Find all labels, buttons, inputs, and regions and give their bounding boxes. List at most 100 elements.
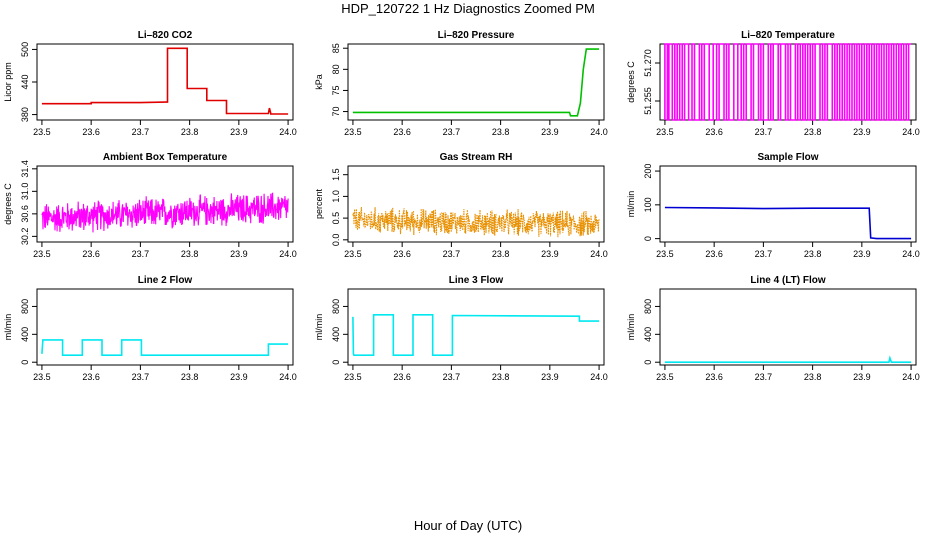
panel-title: Li–820 Temperature [741,30,835,41]
y-axis-label: kPa [314,74,324,90]
x-tick-label: 23.6 [82,249,100,259]
y-axis-label: ml/min [314,314,324,341]
x-tick-label: 23.6 [705,127,723,137]
panel-rh: Gas Stream RH percent 23.5 23.6 23.7 23.8 23.9… [314,152,608,259]
y-tick-label: 0 [331,360,341,365]
y-axis-label: ml/min [626,191,636,218]
panel-frame [36,43,294,121]
series-line [664,43,912,121]
panel-line4: Line 4 (LT) Flow ml/min 23.5 23.6 23.7 23.8 23… [626,275,920,382]
x-tick-label: 23.7 [755,372,773,382]
page-title: HDP_120722 1 Hz Diagnostics Zoomed PM [341,1,595,16]
panel-title: Gas Stream RH [440,152,513,163]
panel-line3: Line 3 Flow ml/min 23.5 23.6 23.7 23.8 23.9 24.… [314,275,608,382]
series-line [352,48,600,117]
y-tick-label: 80 [331,64,341,74]
y-tick-label: 70 [331,107,341,117]
x-tick-label: 23.7 [443,249,461,259]
y-tick-label: 400 [331,327,341,342]
panel-title: Sample Flow [757,152,818,163]
x-tick-label: 23.5 [656,249,674,259]
y-tick-label: 31.4 [20,160,30,178]
series-line [664,206,912,240]
panel-ambient: Ambient Box Temperature degrees C 23.5 23.6… [3,152,297,259]
panel-frame [347,165,605,243]
x-tick-label: 23.9 [230,372,248,382]
panel-title: Li–820 CO2 [138,30,193,41]
x-axis-label: Hour of Day (UTC) [413,518,523,533]
panel-temp820: Li–820 Temperature degrees C 23.5 23.6 23.7 2… [626,30,920,137]
y-axis-label: degrees C [3,183,13,225]
x-tick-label: 23.5 [656,372,674,382]
x-tick-label: 23.8 [492,372,510,382]
y-tick-label: 0 [643,236,653,241]
x-tick-label: 23.5 [656,127,674,137]
y-tick-label: 380 [20,107,30,122]
x-tick-label: 24.0 [279,372,297,382]
panel-title: Line 4 (LT) Flow [750,275,826,286]
panel-frame [659,288,917,366]
x-tick-label: 24.0 [902,127,920,137]
x-tick-label: 23.5 [344,249,362,259]
x-tick-label: 23.8 [181,249,199,259]
x-tick-label: 23.8 [804,249,822,259]
y-tick-label: 400 [643,327,653,342]
x-tick-label: 23.9 [853,249,871,259]
x-tick-label: 24.0 [902,372,920,382]
x-tick-label: 23.6 [393,127,411,137]
y-tick-label: 1.0 [331,190,341,203]
panel-frame [347,288,605,366]
y-tick-label: 51.255 [643,87,653,115]
panel-co2: Li–820 CO2 Licor ppm 23.5 23.6 23.7 23.8 23.9 2… [3,30,297,137]
x-tick-label: 23.6 [393,372,411,382]
x-tick-label: 24.0 [590,127,608,137]
x-tick-label: 23.7 [443,372,461,382]
y-axis-label: Licor ppm [3,62,13,102]
panel-frame [36,165,294,243]
series-line [352,314,600,356]
y-tick-label: 800 [643,299,653,314]
y-tick-label: 0.5 [331,212,341,225]
x-tick-label: 23.9 [853,372,871,382]
x-tick-label: 23.7 [443,127,461,137]
series-line [664,355,912,363]
panel-title: Ambient Box Temperature [103,152,228,163]
y-tick-label: 85 [331,43,341,53]
x-tick-label: 23.9 [853,127,871,137]
x-tick-label: 23.6 [82,127,100,137]
x-tick-label: 23.9 [541,249,559,259]
y-tick-label: 30.6 [20,205,30,223]
y-axis-label: ml/min [626,314,636,341]
y-tick-label: 400 [20,327,30,342]
panel-pressure: Li–820 Pressure kPa 23.5 23.6 23.7 23.8 23.9 24… [314,30,608,137]
x-tick-label: 23.6 [705,249,723,259]
y-tick-label: 51.270 [643,49,653,77]
panel-title: Li–820 Pressure [438,30,515,41]
x-tick-label: 23.5 [344,372,362,382]
x-tick-label: 24.0 [902,249,920,259]
y-tick-label: 440 [20,74,30,89]
y-axis-label: ml/min [3,314,13,341]
panel-line2: Line 2 Flow ml/min 23.5 23.6 23.7 23.8 23.9 24.… [3,275,297,382]
x-tick-label: 23.8 [181,372,199,382]
y-tick-label: 1.5 [331,168,341,181]
x-tick-label: 24.0 [590,249,608,259]
y-tick-label: 75 [331,85,341,95]
x-tick-label: 23.8 [804,372,822,382]
x-tick-label: 23.5 [33,127,51,137]
x-tick-label: 23.8 [804,127,822,137]
x-tick-label: 23.7 [132,127,150,137]
y-tick-label: 500 [20,42,30,57]
panel-frame [347,43,605,121]
panel-sample: Sample Flow ml/min 23.5 23.6 23.7 23.8 23.9 24.… [626,152,920,259]
x-tick-label: 24.0 [279,249,297,259]
x-tick-label: 24.0 [590,372,608,382]
x-tick-label: 23.9 [541,127,559,137]
series-line [41,339,289,356]
y-tick-label: 0 [20,360,30,365]
panel-frame [659,165,917,243]
x-tick-label: 23.7 [755,249,773,259]
y-tick-label: 800 [20,299,30,314]
x-tick-label: 23.7 [132,249,150,259]
